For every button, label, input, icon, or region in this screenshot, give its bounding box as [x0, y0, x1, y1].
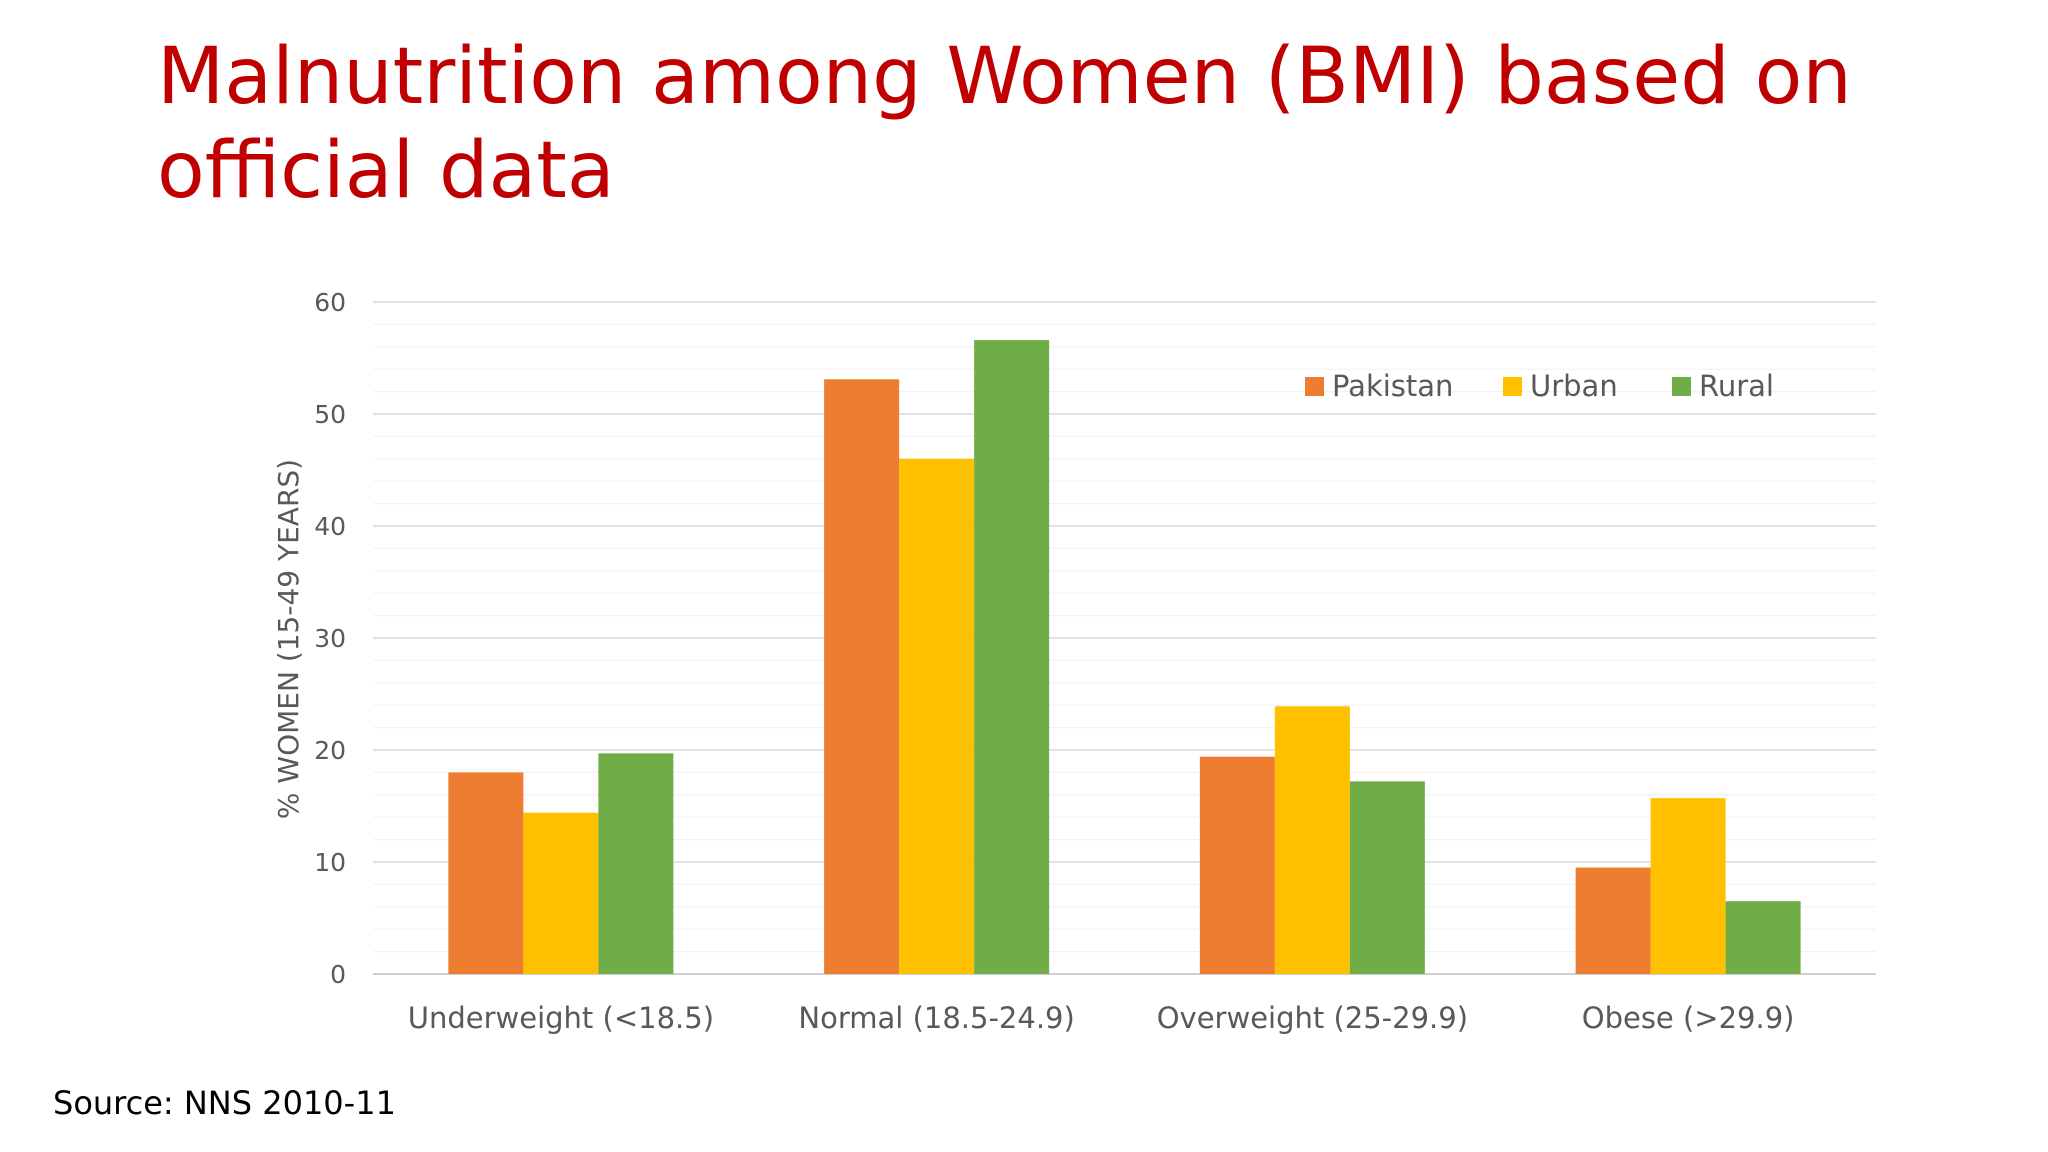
legend-swatch-pakistan [1305, 377, 1324, 396]
bar-pakistan [824, 379, 900, 974]
y-tick-label: 10 [314, 848, 346, 877]
y-axis-ticks: 0 10 20 30 40 50 60 [314, 288, 346, 989]
x-category-label: Underweight (<18.5) [408, 1001, 714, 1035]
legend-swatch-urban [1503, 377, 1522, 396]
bar-rural [974, 340, 1050, 975]
y-tick-label: 30 [314, 624, 346, 653]
y-tick-label: 40 [314, 512, 346, 541]
legend-label-urban: Urban [1530, 369, 1618, 403]
y-tick-label: 20 [314, 736, 346, 765]
bar-rural [1725, 901, 1801, 974]
bar-urban [1650, 798, 1726, 974]
legend-swatch-rural [1672, 377, 1691, 396]
bar-urban [523, 812, 599, 974]
legend: Pakistan Urban Rural [1305, 369, 1774, 403]
y-tick-label: 60 [314, 288, 346, 317]
x-category-label: Obese (>29.9) [1582, 1001, 1795, 1035]
x-category-label: Normal (18.5-24.9) [798, 1001, 1074, 1035]
bars [448, 340, 1801, 975]
source-note: Source: NNS 2010-11 [53, 1084, 396, 1122]
legend-label-rural: Rural [1699, 369, 1774, 403]
legend-label-pakistan: Pakistan [1332, 369, 1453, 403]
x-axis-categories: Underweight (<18.5) Normal (18.5-24.9) Ove… [408, 1001, 1795, 1035]
bar-urban [899, 458, 975, 974]
y-tick-label: 0 [330, 960, 346, 989]
bar-pakistan [1199, 756, 1275, 974]
bar-urban [1274, 706, 1350, 974]
y-axis-title: % WOMEN (15-49 YEARS) [272, 459, 305, 819]
bar-rural [1349, 781, 1425, 974]
y-tick-label: 50 [314, 400, 346, 429]
bar-pakistan [448, 772, 524, 974]
slide-title: Malnutrition among Women (BMI) based on … [157, 32, 1852, 216]
bar-rural [598, 753, 674, 974]
x-category-label: Overweight (25-29.9) [1157, 1001, 1468, 1035]
bar-pakistan [1575, 867, 1651, 974]
